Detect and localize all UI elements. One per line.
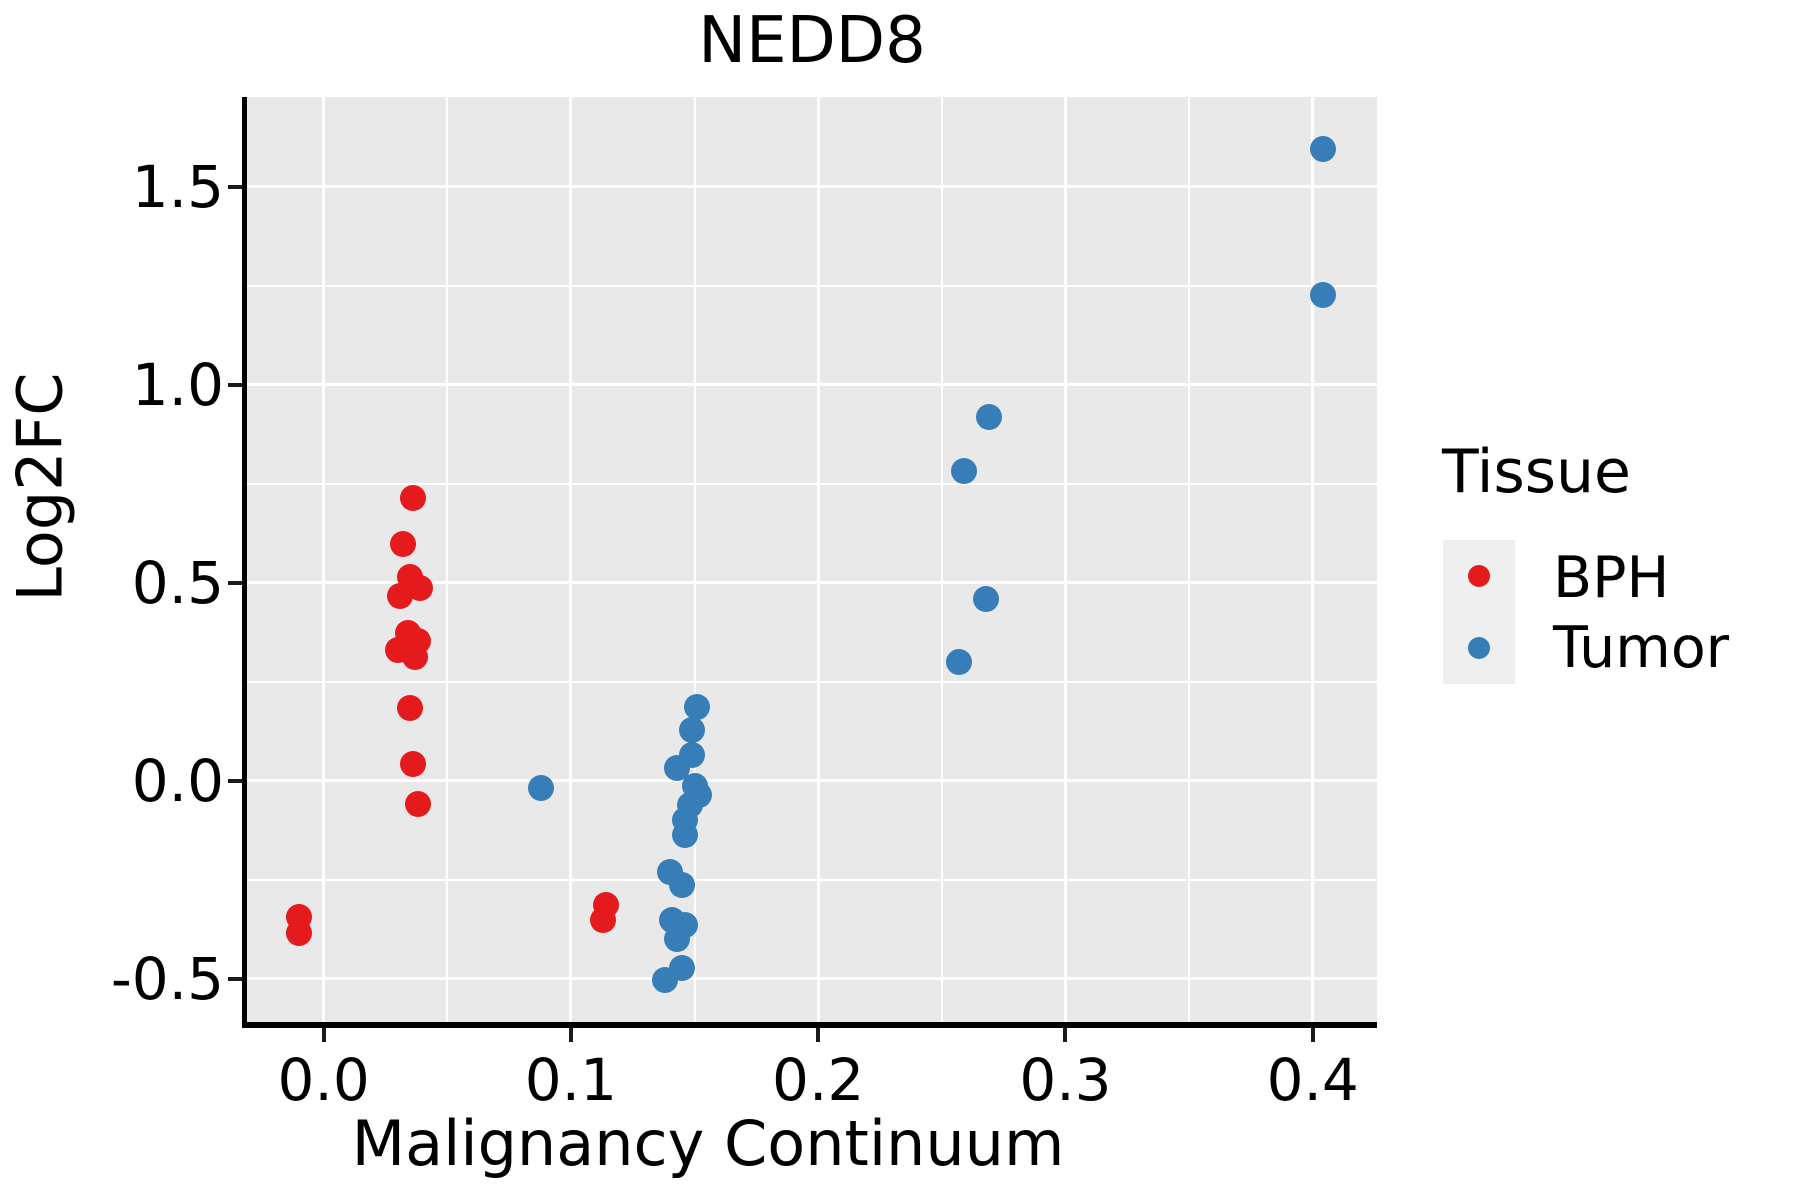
x-major-gridline	[322, 97, 326, 1022]
data-point-tumor	[679, 716, 706, 743]
x-tick-label: 0.0	[277, 1046, 370, 1114]
legend-marker-tumor-icon	[1468, 637, 1490, 659]
data-point-tumor	[1309, 282, 1336, 309]
x-major-gridline	[1063, 97, 1067, 1022]
y-minor-gridline	[247, 680, 1377, 683]
data-point-tumor	[671, 821, 698, 848]
data-point-tumor	[684, 694, 711, 721]
y-tick-label: 1.5	[131, 152, 224, 221]
legend-key-tumor	[1443, 612, 1515, 684]
chart-title: NEDD8	[698, 4, 926, 78]
y-tick-mark	[228, 580, 242, 585]
data-point-bph	[590, 906, 617, 933]
legend-marker-bph-icon	[1468, 565, 1490, 587]
legend-title: Tissue	[1442, 437, 1631, 507]
y-major-gridline	[247, 185, 1377, 189]
x-tick-mark	[568, 1028, 573, 1042]
x-tick-mark	[816, 1028, 821, 1042]
data-point-bph	[397, 694, 424, 721]
legend-key-bph	[1443, 540, 1515, 612]
y-minor-gridline	[247, 878, 1377, 881]
x-tick-mark	[1063, 1028, 1068, 1042]
data-point-bph	[387, 583, 414, 610]
x-tick-label: 0.2	[772, 1046, 865, 1114]
y-tick-mark	[228, 976, 242, 981]
data-point-tumor	[973, 585, 1000, 612]
x-major-gridline	[569, 97, 573, 1022]
x-major-gridline	[1311, 97, 1315, 1022]
data-point-bph	[389, 531, 416, 558]
legend-label-bph: BPH	[1553, 545, 1670, 611]
x-minor-gridline	[446, 97, 449, 1022]
x-tick-label: 0.4	[1266, 1046, 1359, 1114]
data-point-tumor	[1309, 135, 1336, 162]
y-major-gridline	[247, 779, 1377, 783]
y-tick-label: 0.0	[131, 746, 224, 815]
y-tick-label: 0.5	[131, 548, 224, 617]
x-minor-gridline	[693, 97, 696, 1022]
data-point-bph	[399, 750, 426, 777]
x-axis-line	[242, 1022, 1377, 1028]
data-point-tumor	[951, 457, 978, 484]
plot-area	[247, 97, 1377, 1022]
x-tick-label: 0.1	[524, 1046, 618, 1114]
data-point-tumor	[664, 926, 691, 953]
y-major-gridline	[247, 383, 1377, 387]
x-major-gridline	[816, 97, 820, 1022]
legend-label-tumor: Tumor	[1553, 615, 1730, 681]
y-tick-label: -0.5	[110, 944, 224, 1013]
data-point-tumor	[528, 774, 555, 801]
y-tick-label: 1.0	[131, 350, 224, 419]
data-point-tumor	[946, 649, 973, 676]
y-tick-mark	[228, 382, 242, 387]
x-tick-mark	[1310, 1028, 1315, 1042]
data-point-bph	[285, 920, 312, 947]
data-point-bph	[404, 791, 431, 818]
data-point-bph	[399, 484, 426, 511]
x-tick-label: 0.3	[1019, 1046, 1112, 1114]
y-tick-mark	[228, 778, 242, 783]
y-minor-gridline	[247, 284, 1377, 287]
y-axis-line	[242, 97, 247, 1028]
x-tick-mark	[321, 1028, 326, 1042]
data-point-tumor	[651, 967, 678, 994]
data-point-bph	[402, 643, 429, 670]
y-tick-mark	[228, 184, 242, 189]
x-minor-gridline	[1188, 97, 1191, 1022]
y-major-gridline	[247, 977, 1377, 981]
x-minor-gridline	[940, 97, 943, 1022]
data-point-tumor	[975, 403, 1002, 430]
x-axis-label: Malignancy Continuum	[351, 1107, 1065, 1180]
y-minor-gridline	[247, 482, 1377, 485]
y-major-gridline	[247, 581, 1377, 585]
data-point-tumor	[669, 871, 696, 898]
